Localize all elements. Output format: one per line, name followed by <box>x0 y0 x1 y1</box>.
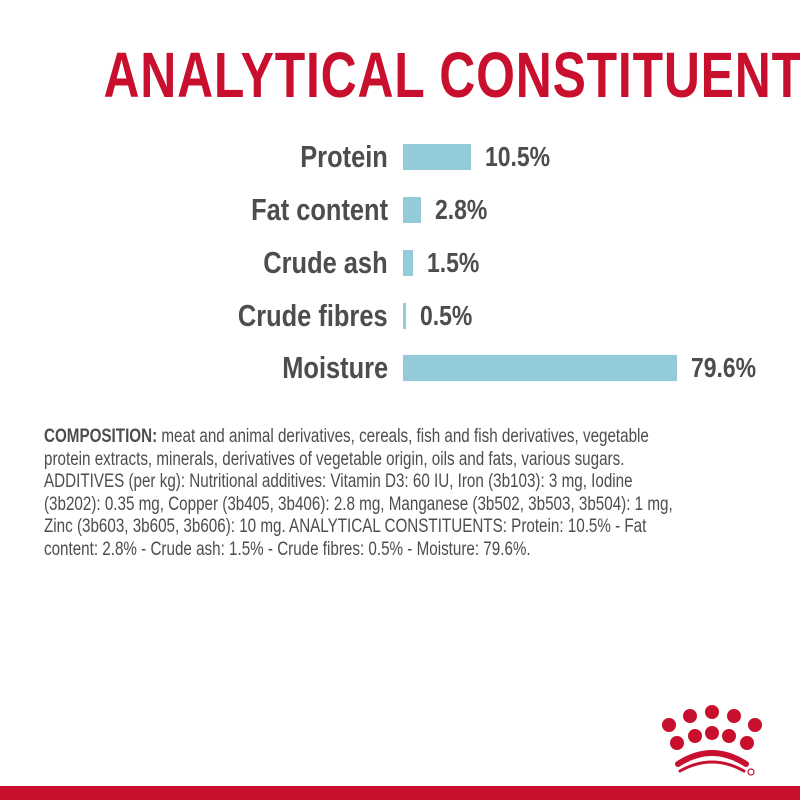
composition-heading: COMPOSITION: <box>44 426 158 447</box>
constituent-bar <box>403 197 422 223</box>
composition-text: COMPOSITION: meat and animal derivatives… <box>44 426 764 562</box>
constituent-label: Protein <box>300 139 388 174</box>
page-title-text: ANALYTICAL CONSTITUENTS <box>103 39 800 111</box>
royal-canin-crown-logo-icon <box>662 705 762 776</box>
constituent-row: Crude ash 1.5% <box>0 243 800 283</box>
constituent-value: 2.8% <box>435 194 488 225</box>
constituent-label: Crude fibres <box>238 298 388 333</box>
composition-body: meat and animal derivatives, cereals, fi… <box>44 426 673 560</box>
constituent-label: Moisture <box>282 350 388 385</box>
constituent-label: Fat content <box>251 192 388 227</box>
constituent-row: Crude fibres 0.5% <box>0 296 800 336</box>
constituent-bar <box>403 355 677 381</box>
constituent-label: Crude ash <box>263 245 388 280</box>
constituent-row: Fat content 2.8% <box>0 190 800 230</box>
constituent-value: 1.5% <box>426 247 480 278</box>
page-title: ANALYTICAL CONSTITUENTS <box>0 38 800 112</box>
constituent-value: 0.5% <box>420 300 473 331</box>
constituent-row: Moisture 79.6% <box>0 348 800 388</box>
constituent-bar <box>403 303 407 329</box>
constituent-bar <box>403 144 472 170</box>
constituent-value: 10.5% <box>485 141 551 172</box>
constituent-bar <box>403 250 413 276</box>
constituent-value: 79.6% <box>691 352 757 383</box>
bottom-brand-bar <box>0 786 800 800</box>
constituent-row: Protein 10.5% <box>0 137 800 177</box>
